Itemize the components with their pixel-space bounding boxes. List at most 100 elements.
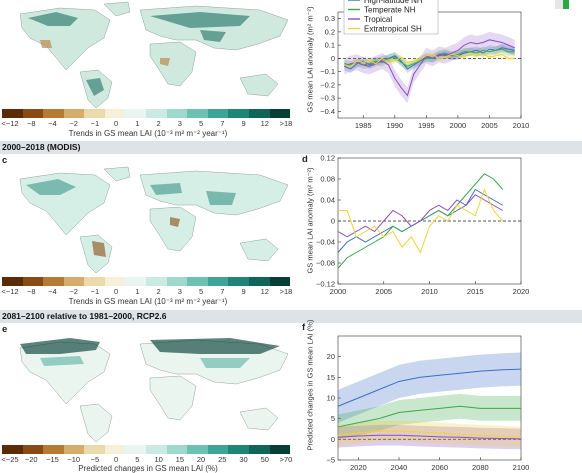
corner-tab (555, 0, 569, 9)
chart-b: 0.3 0.2 0.1 0 −0.1 −0.2 −0.3 −0.4 1985 1990 1995 20… (320, 0, 529, 130)
b-y-tick-label: −0.2 (320, 80, 335, 89)
b-x-tick-label: 2000 (450, 121, 467, 130)
colorbar-a-tick-label: <−12 (1, 119, 19, 128)
colorbar-c-swatch (125, 277, 147, 286)
b-y-tick-label: 0.3 (325, 14, 335, 23)
colorbar-c-swatch (228, 277, 249, 286)
colorbar-e-tick-label: 30 (239, 455, 248, 464)
colorbar-e-swatch (22, 445, 44, 454)
chart-f-ylabel: Predicted changes in GS mean LAI (%) (305, 319, 315, 451)
colorbar-a-swatch (22, 109, 44, 118)
b-legend-label: Temperate NH (364, 6, 416, 15)
colorbar-c-tick-label: 12 (260, 287, 269, 296)
colorbar-a-tick-label: 1 (135, 119, 140, 128)
colorbar-a-tick-label: 9 (241, 119, 246, 128)
f-y-tick-label: 0 (331, 435, 335, 444)
world-map-c (19, 166, 289, 274)
colorbar-e-swatch (43, 445, 64, 454)
world-map-e (19, 338, 289, 443)
b-y-tick-label: −0.3 (320, 94, 335, 103)
d-y-tick-label: 0.04 (320, 196, 335, 205)
colorbar-c-swatch (207, 277, 229, 286)
b-line-tropical (344, 39, 515, 97)
colorbar-c-tick-label: 5 (198, 287, 204, 296)
b-legend-label: High-latitude NH (364, 0, 423, 5)
colorbar-c-swatch (84, 277, 105, 286)
b-y-tick-label: −0.4 (320, 107, 335, 116)
b-x-tick-label: 1985 (355, 121, 372, 130)
colorbar-e-tick-label: −20 (24, 455, 38, 464)
section-header-c: 2000–2018 (MODIS) (0, 141, 296, 154)
d-line-tropical (337, 194, 503, 238)
colorbar-c-tick-label: 0 (114, 287, 119, 296)
colorbar-a-tick-label: 0 (114, 119, 119, 128)
colorbar-a-caption: Trends in GS mean LAI (10⁻³ m² m⁻² year⁻… (68, 129, 228, 138)
d-line-extratropical-sh (338, 188, 504, 254)
chart-d-ylabel: GS mean LAI anomaly (m² m⁻²) (305, 167, 315, 274)
colorbar-c-tick-label: 1 (135, 287, 140, 296)
colorbar-c-tick-label: 9 (241, 287, 246, 296)
d-x-tick-label: 2000 (330, 287, 347, 296)
colorbar-e-swatch (2, 445, 23, 454)
colorbar-a-ticks: <−12 −8 −4 −2 −1 0 1 2 3 5 7 9 12 >18 (0, 119, 296, 129)
colorbar-e-swatch (125, 445, 147, 454)
b-band-tropical (344, 31, 515, 104)
b-y-tick-label: −0.1 (320, 67, 335, 76)
colorbar-e-tick-label: 25 (218, 455, 227, 464)
colorbar-c-tick-label: −8 (26, 287, 36, 296)
colorbar-c-ticks: <−12 −8 −4 −2 −1 0 1 2 3 5 7 9 12 >18 (0, 287, 296, 297)
colorbar-e-caption: Predicted changes in GS mean LAI (%) (78, 464, 218, 473)
colorbar-a-swatch (228, 109, 249, 118)
colorbar-e-tick-label: −10 (67, 455, 81, 464)
colorbar-e-ticks: <−25 −20 −15 −10 −5 0 5 10 15 20 25 30 50 >70 (0, 455, 296, 465)
f-x-tick-label: 2060 (431, 463, 448, 472)
colorbar-a-tick-label: >18 (279, 119, 293, 128)
map-panel-a: <−12 −8 −4 −2 −1 0 1 2 3 5 7 9 12 >18 Trends in GS me… (0, 0, 296, 138)
corner-accent (563, 0, 569, 9)
colorbar-c-swatch (166, 277, 188, 286)
d-y-tick-label: −0.08 (316, 259, 335, 268)
colorbar-a-swatch (63, 109, 85, 118)
colorbar-a-swatch (187, 109, 208, 118)
d-x-tick-label: 2005 (375, 287, 392, 296)
colorbar-a-swatch (207, 109, 229, 118)
map-panel-c: <−12 −8 −4 −2 −1 0 1 2 3 5 7 9 12 >18 Trends in GS me… (0, 165, 296, 306)
colorbar-a-swatch (248, 109, 270, 118)
colorbar-c-swatch (187, 277, 208, 286)
b-legend-label: Tropical (364, 15, 392, 24)
colorbar-c-swatch (43, 277, 64, 286)
colorbar-c-tick-label: 3 (177, 287, 182, 296)
panel-letter-d: d (302, 154, 308, 165)
map-panel-e: <−25 −20 −15 −10 −5 0 5 10 15 20 25 30 50 >70 Predict… (0, 334, 296, 473)
colorbar-c-tick-label: >18 (279, 287, 293, 296)
colorbar-e-swatch (166, 445, 188, 454)
f-line-temperate-nh (337, 405, 521, 428)
colorbar-a-swatch (125, 109, 147, 118)
colorbar-e-swatch (84, 445, 105, 454)
colorbar-c (2, 277, 291, 286)
b-line-extratropical-sh (344, 52, 515, 67)
colorbar-c-tick-label: −4 (48, 287, 57, 296)
colorbar-e-tick-label: <−25 (1, 455, 19, 464)
f-band-high-latitude-nh (338, 352, 521, 423)
f-x-tick-label: 2080 (472, 463, 489, 472)
colorbar-e-swatch (269, 445, 291, 454)
d-y-tick-label: −0.12 (316, 280, 335, 289)
colorbar-a-tick-label: −4 (48, 119, 57, 128)
colorbar-e-swatch (248, 445, 270, 454)
colorbar-c-caption: Trends in GS mean LAI (10⁻³ m² m⁻² year⁻… (68, 297, 228, 306)
colorbar-c-swatch (63, 277, 85, 286)
f-band-extratropical-sh (338, 420, 521, 448)
colorbar-e-swatch (228, 445, 249, 454)
colorbar-a-swatch (146, 109, 167, 118)
world-map-a (19, 1, 289, 109)
colorbar-c-swatch (146, 277, 167, 286)
section-header-e: 2081–2100 relative to 1981–2000, RCP2.6 (0, 310, 296, 323)
colorbar-c-swatch (248, 277, 270, 286)
b-legend-label: Extratropical SH (364, 25, 422, 34)
colorbar-a-tick-label: 2 (156, 119, 161, 128)
colorbar-c-swatch (104, 277, 126, 286)
colorbar-e-tick-label: −5 (90, 455, 100, 464)
colorbar-c-tick-label: −2 (69, 287, 78, 296)
